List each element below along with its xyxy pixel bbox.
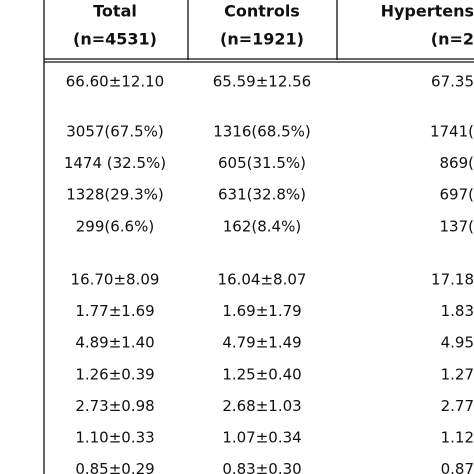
cell: 1.77±1.69 (75, 302, 154, 320)
column-count: (n=4531) (73, 30, 157, 49)
cell: 2.68±1.03 (222, 397, 301, 415)
cell: 1.26±0.39 (75, 365, 154, 383)
cell: 4.95 (441, 334, 474, 352)
cell: 605(31.5%) (218, 154, 306, 172)
column-count: (n=1921) (220, 30, 304, 49)
cell: 1.27 (441, 365, 474, 383)
column-title: Hypertens (381, 2, 474, 21)
cell: 1328(29.3%) (66, 186, 164, 204)
cell: 1741( (430, 123, 474, 141)
cell: 3057(67.5%) (66, 123, 164, 141)
column-count: (n=2 (431, 30, 474, 49)
cell: 66.60±12.10 (66, 73, 164, 91)
cell: 162(8.4%) (223, 217, 301, 235)
cell: 2.77 (441, 397, 474, 415)
cell: 0.83±0.30 (222, 460, 301, 474)
cell: 1.07±0.34 (222, 429, 301, 447)
cell: 1.25±0.40 (222, 365, 301, 383)
cell: 0.85±0.29 (75, 460, 154, 474)
cell: 1316(68.5%) (213, 123, 311, 141)
cell: 1474 (32.5%) (64, 154, 166, 172)
cell: 0.87 (441, 460, 474, 474)
cell: 1.10±0.33 (75, 429, 154, 447)
cell: 137( (440, 217, 474, 235)
cell: 2.73±0.98 (75, 397, 154, 415)
cell: 4.89±1.40 (75, 334, 154, 352)
cell: 869( (440, 154, 474, 172)
column-title: Total (93, 2, 137, 21)
cell: 65.59±12.56 (213, 73, 311, 91)
cell: 17.18 (431, 271, 474, 289)
cell: 631(32.8%) (218, 186, 306, 204)
cell: 697( (440, 186, 474, 204)
cell: 1.12 (441, 429, 474, 447)
cell: 1.83 (441, 302, 474, 320)
cell: 1.69±1.79 (222, 302, 301, 320)
cell: 16.04±8.07 (218, 271, 307, 289)
column-title: Controls (224, 2, 300, 21)
cell: 67.35 (431, 73, 474, 91)
cell: 4.79±1.49 (222, 334, 301, 352)
cell: 16.70±8.09 (71, 271, 160, 289)
cell: 299(6.6%) (76, 217, 154, 235)
